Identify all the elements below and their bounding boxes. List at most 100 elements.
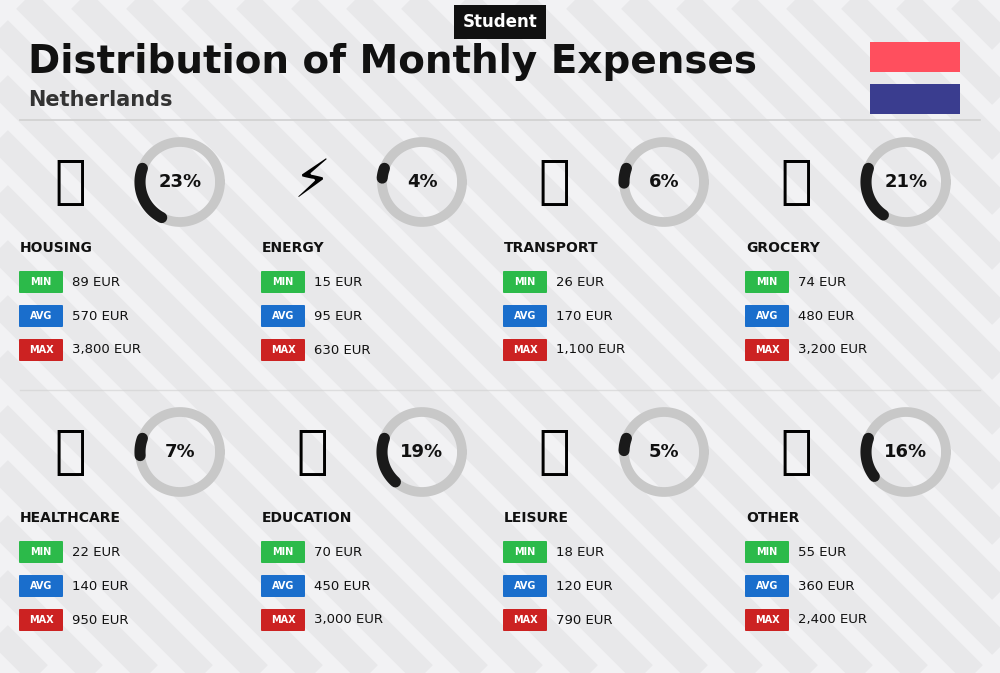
Text: 360 EUR: 360 EUR [798, 579, 854, 592]
Text: 21%: 21% [884, 173, 928, 191]
FancyBboxPatch shape [870, 84, 960, 114]
Text: ENERGY: ENERGY [262, 241, 325, 255]
FancyBboxPatch shape [19, 575, 63, 597]
Text: 🩺: 🩺 [54, 426, 86, 478]
Text: LEISURE: LEISURE [504, 511, 569, 525]
FancyBboxPatch shape [19, 541, 63, 563]
FancyBboxPatch shape [261, 575, 305, 597]
Text: MAX: MAX [513, 345, 537, 355]
Text: MAX: MAX [755, 345, 779, 355]
FancyBboxPatch shape [745, 271, 789, 293]
FancyBboxPatch shape [503, 541, 547, 563]
Text: AVG: AVG [756, 581, 778, 591]
Text: 790 EUR: 790 EUR [556, 614, 612, 627]
FancyBboxPatch shape [745, 575, 789, 597]
FancyBboxPatch shape [261, 305, 305, 327]
Text: AVG: AVG [272, 311, 294, 321]
Text: MAX: MAX [271, 615, 295, 625]
Text: 👜: 👜 [780, 426, 812, 478]
Text: AVG: AVG [30, 581, 52, 591]
Text: Netherlands: Netherlands [28, 90, 173, 110]
FancyBboxPatch shape [503, 339, 547, 361]
Text: 950 EUR: 950 EUR [72, 614, 128, 627]
FancyBboxPatch shape [745, 339, 789, 361]
FancyBboxPatch shape [503, 305, 547, 327]
Text: MIN: MIN [30, 277, 52, 287]
Text: TRANSPORT: TRANSPORT [504, 241, 599, 255]
Text: 18 EUR: 18 EUR [556, 546, 604, 559]
FancyBboxPatch shape [870, 42, 960, 72]
Text: 🚌: 🚌 [538, 156, 570, 208]
Text: 🏢: 🏢 [54, 156, 86, 208]
Text: HOUSING: HOUSING [20, 241, 93, 255]
Text: 3,000 EUR: 3,000 EUR [314, 614, 383, 627]
Text: MAX: MAX [755, 615, 779, 625]
Text: 140 EUR: 140 EUR [72, 579, 128, 592]
Text: AVG: AVG [756, 311, 778, 321]
Text: 3,800 EUR: 3,800 EUR [72, 343, 141, 357]
Text: ⚡: ⚡ [294, 156, 330, 208]
Text: AVG: AVG [272, 581, 294, 591]
FancyBboxPatch shape [503, 271, 547, 293]
Text: MIN: MIN [30, 547, 52, 557]
Text: 4%: 4% [407, 173, 437, 191]
Text: MIN: MIN [272, 277, 294, 287]
Text: 95 EUR: 95 EUR [314, 310, 362, 322]
Text: MIN: MIN [514, 547, 536, 557]
Text: MAX: MAX [29, 345, 53, 355]
Text: 1,100 EUR: 1,100 EUR [556, 343, 625, 357]
Text: Student: Student [463, 13, 537, 31]
Text: 3,200 EUR: 3,200 EUR [798, 343, 867, 357]
Text: 89 EUR: 89 EUR [72, 275, 120, 289]
Text: EDUCATION: EDUCATION [262, 511, 352, 525]
Text: 🎓: 🎓 [296, 426, 328, 478]
Text: 19%: 19% [400, 443, 444, 461]
Text: 6%: 6% [649, 173, 679, 191]
Text: MIN: MIN [756, 277, 778, 287]
FancyBboxPatch shape [745, 305, 789, 327]
Text: OTHER: OTHER [746, 511, 799, 525]
Text: MAX: MAX [271, 345, 295, 355]
Text: HEALTHCARE: HEALTHCARE [20, 511, 121, 525]
Text: 15 EUR: 15 EUR [314, 275, 362, 289]
Text: MIN: MIN [514, 277, 536, 287]
Text: 120 EUR: 120 EUR [556, 579, 613, 592]
Text: 480 EUR: 480 EUR [798, 310, 854, 322]
Text: 7%: 7% [165, 443, 195, 461]
FancyBboxPatch shape [503, 575, 547, 597]
Text: 55 EUR: 55 EUR [798, 546, 846, 559]
Text: 170 EUR: 170 EUR [556, 310, 613, 322]
FancyBboxPatch shape [19, 271, 63, 293]
Text: MAX: MAX [513, 615, 537, 625]
Text: 23%: 23% [158, 173, 202, 191]
FancyBboxPatch shape [745, 609, 789, 631]
Text: 74 EUR: 74 EUR [798, 275, 846, 289]
Text: 2,400 EUR: 2,400 EUR [798, 614, 867, 627]
Text: 70 EUR: 70 EUR [314, 546, 362, 559]
Text: AVG: AVG [514, 581, 536, 591]
Text: 16%: 16% [884, 443, 928, 461]
Text: 570 EUR: 570 EUR [72, 310, 129, 322]
FancyBboxPatch shape [19, 305, 63, 327]
FancyBboxPatch shape [19, 609, 63, 631]
Text: 630 EUR: 630 EUR [314, 343, 370, 357]
FancyBboxPatch shape [19, 339, 63, 361]
FancyBboxPatch shape [261, 271, 305, 293]
FancyBboxPatch shape [745, 541, 789, 563]
Text: MAX: MAX [29, 615, 53, 625]
Text: MIN: MIN [756, 547, 778, 557]
Text: 🛍: 🛍 [538, 426, 570, 478]
Text: AVG: AVG [514, 311, 536, 321]
Text: Distribution of Monthly Expenses: Distribution of Monthly Expenses [28, 43, 757, 81]
FancyBboxPatch shape [261, 541, 305, 563]
Text: 22 EUR: 22 EUR [72, 546, 120, 559]
Text: GROCERY: GROCERY [746, 241, 820, 255]
Text: 26 EUR: 26 EUR [556, 275, 604, 289]
Text: 🛒: 🛒 [780, 156, 812, 208]
FancyBboxPatch shape [503, 609, 547, 631]
Text: AVG: AVG [30, 311, 52, 321]
FancyBboxPatch shape [261, 339, 305, 361]
Text: 450 EUR: 450 EUR [314, 579, 370, 592]
Text: MIN: MIN [272, 547, 294, 557]
Text: 5%: 5% [649, 443, 679, 461]
